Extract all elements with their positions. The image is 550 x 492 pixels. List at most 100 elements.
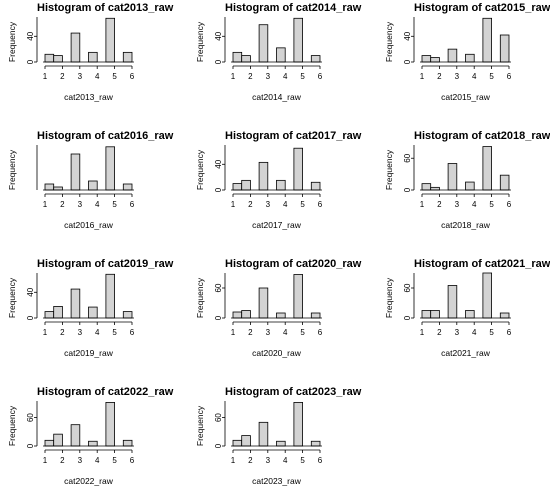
histogram-bar [276,47,286,63]
x-tick-label: 1 [43,72,48,81]
x-tick-label: 1 [43,328,48,337]
x-tick-label: 2 [437,328,442,337]
histogram-bar [258,421,269,447]
x-tick-label: 4 [472,328,477,337]
histogram-bar [258,161,269,191]
histogram-bar [53,433,63,447]
y-tick-label: 60 [26,413,35,422]
x-tick-label: 4 [283,328,288,337]
x-tick-label: 4 [95,456,100,465]
x-tick-label: 3 [266,72,271,81]
y-tick-label: 60 [214,283,223,292]
histogram-bar [276,312,286,319]
x-axis-label: cat2023_raw [252,476,302,486]
y-tick-label: 0 [214,187,223,192]
histogram-panel-10: Histogram of cat2022_raw 1 2 3 4 5 6 cat2022_ra… [7,386,174,486]
histogram-bar [293,274,303,319]
x-tick-label: 1 [420,200,425,209]
histogram-bar [105,146,116,191]
x-tick-label: 5 [112,72,117,81]
y-axis-label: Frequency [195,277,205,318]
histogram-bar [482,146,492,191]
histogram-bar [44,183,55,191]
histogram-bar [482,17,492,63]
panel-title: Histogram of cat2020_raw [225,258,362,270]
histogram-bar [465,181,475,191]
y-axis-label: Frequency [7,21,17,62]
histogram-bar [447,285,458,319]
x-tick-label: 1 [231,72,236,81]
histogram-bar [70,424,81,447]
histogram-bar [105,402,116,447]
x-tick-label: 2 [437,72,442,81]
histogram-bar [258,24,269,63]
y-tick-label: 0 [214,315,223,320]
y-tick-label: 40 [26,287,35,296]
histogram-bar [88,51,98,63]
x-tick-label: 6 [130,456,135,465]
histogram-bar [499,174,510,191]
histogram-bar [44,53,55,63]
x-axis-label: cat2016_raw [64,220,114,230]
y-tick-label: 60 [214,413,223,422]
x-tick-label: 3 [78,456,83,465]
histogram-bar [70,32,81,63]
y-tick-label: 0 [26,59,35,64]
x-tick-label: 2 [60,200,65,209]
y-axis-label: Frequency [7,277,17,318]
x-tick-label: 3 [266,456,271,465]
y-tick-label: 0 [403,187,412,192]
histogram-panel-6: Histogram of cat2018_raw 1 2 3 4 5 6 cat2018_ra… [384,130,550,230]
x-tick-label: 3 [78,328,83,337]
histogram-bar [276,179,286,191]
x-axis-label: cat2018_raw [441,220,491,230]
x-tick-label: 2 [60,72,65,81]
histogram-bar [53,55,63,63]
x-tick-label: 3 [455,200,460,209]
y-tick-label: 0 [26,315,35,320]
x-tick-label: 5 [300,456,305,465]
histogram-bar [293,17,303,63]
histogram-panel-1: Histogram of cat2013_raw 1 2 3 4 5 6 cat2013_ra… [7,2,174,102]
histogram-bar [482,272,492,319]
x-tick-label: 5 [489,72,494,81]
y-tick-label: 0 [26,443,35,448]
y-tick-label: 60 [403,153,412,162]
x-axis-label: cat2019_raw [64,348,114,358]
histogram-bar [258,287,269,319]
histogram-bar [421,55,432,63]
histogram-panel-11: Histogram of cat2023_raw 1 2 3 4 5 6 cat2023_ra… [195,386,362,486]
x-tick-label: 4 [283,200,288,209]
x-axis-label: cat2017_raw [252,220,302,230]
panel-title: Histogram of cat2018_raw [414,130,550,142]
y-axis-label: Frequency [195,149,205,190]
x-axis-label: cat2014_raw [252,92,302,102]
histogram-bar [44,311,55,319]
histogram-bar [105,17,116,63]
y-tick-label: 0 [214,443,223,448]
histogram-bar [310,312,321,319]
panel-title: Histogram of cat2023_raw [225,386,362,398]
x-axis-label: cat2020_raw [252,348,302,358]
x-tick-label: 2 [248,456,253,465]
panel-title: Histogram of cat2014_raw [225,2,362,14]
histogram-bar [499,34,510,63]
x-tick-label: 1 [420,328,425,337]
histogram-bar [241,55,251,63]
x-tick-label: 6 [130,200,135,209]
y-tick-label: 0 [214,59,223,64]
x-tick-label: 1 [43,456,48,465]
histogram-panel-9: Histogram of cat2021_raw 1 2 3 4 5 6 cat2021_ra… [384,258,550,358]
x-tick-label: 2 [248,200,253,209]
histogram-bar [421,310,432,319]
x-tick-label: 4 [95,328,100,337]
histogram-bar [430,57,440,63]
histogram-bar [122,439,133,447]
panel-title: Histogram of cat2015_raw [414,2,550,14]
histogram-bar [122,51,133,63]
histogram-panel-5: Histogram of cat2017_raw 1 2 3 4 5 6 cat2017_ra… [195,130,362,230]
x-tick-label: 6 [318,200,323,209]
x-tick-label: 3 [455,328,460,337]
x-tick-label: 1 [231,456,236,465]
x-tick-label: 3 [266,200,271,209]
